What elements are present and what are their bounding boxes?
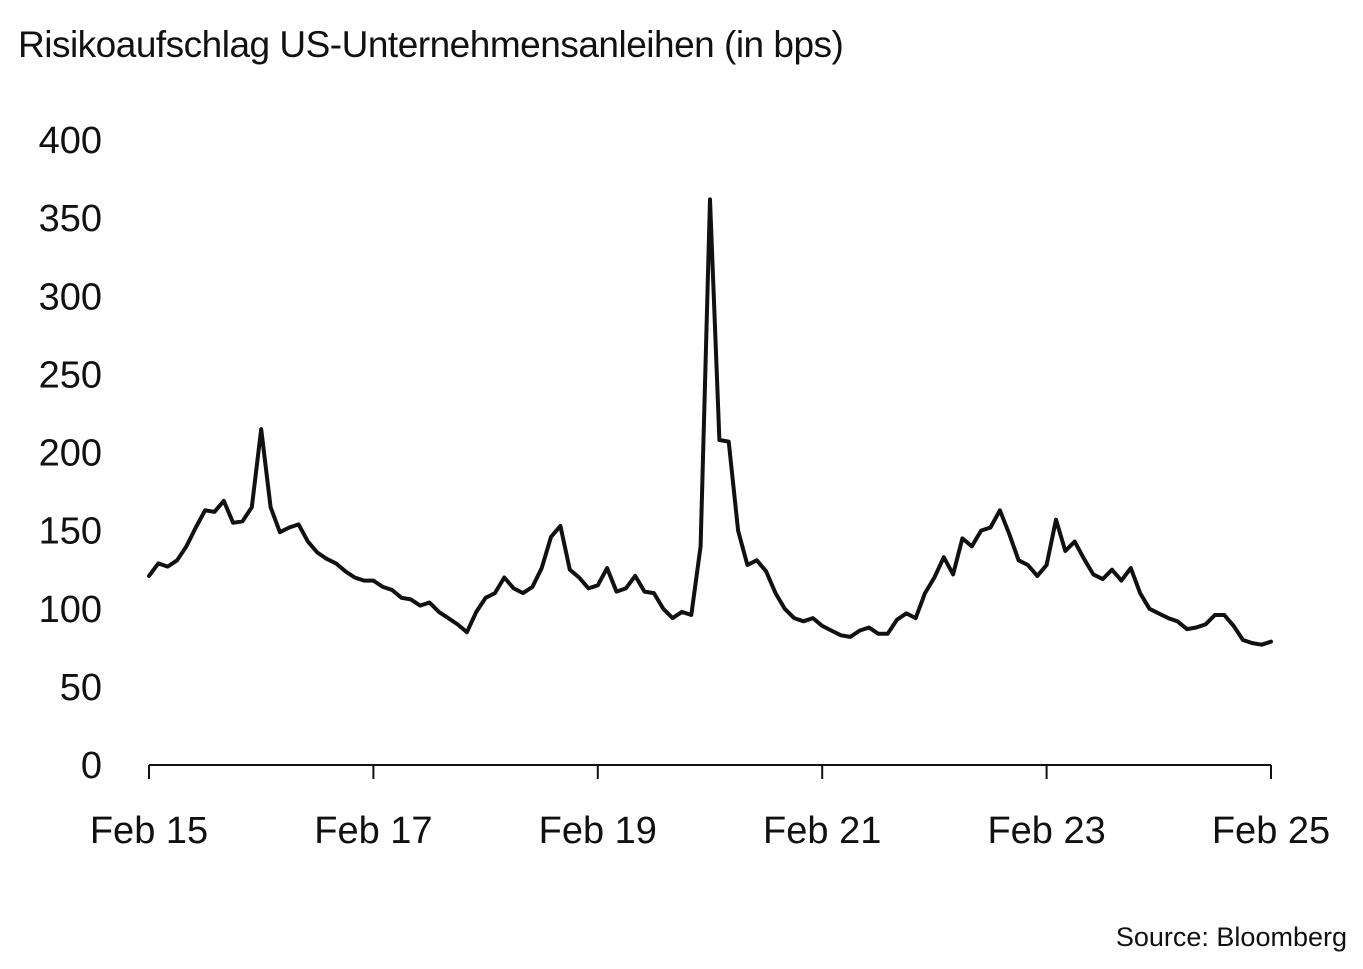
x-axis (148, 764, 1272, 779)
y-tick-label: 50 (60, 667, 102, 709)
chart-title: Risikoaufschlag US-Unternehmensanleihen … (18, 24, 844, 65)
y-tick-label: 100 (39, 589, 102, 631)
x-tick-label: Feb 15 (90, 810, 208, 852)
series-line (147, 197, 1273, 647)
y-tick-label: 150 (39, 511, 102, 553)
x-tick-label: Feb 25 (1212, 810, 1330, 852)
x-tick-label: Feb 19 (539, 810, 657, 852)
y-tick-label: 250 (39, 354, 102, 396)
y-tick-label: 300 (39, 276, 102, 318)
y-tick-label: 350 (39, 198, 102, 240)
y-axis-tick-labels: 0 50 100 150 200 250 300 350 400 (39, 120, 102, 787)
x-tick-label: Feb 23 (987, 810, 1105, 852)
y-tick-label: 400 (39, 120, 102, 162)
x-tick-label: Feb 21 (763, 810, 881, 852)
x-tick-label: Feb 17 (314, 810, 432, 852)
chart-source: Source: Bloomberg (1115, 922, 1347, 952)
y-tick-label: 200 (39, 433, 102, 475)
y-tick-label: 0 (81, 745, 102, 787)
x-axis-tick-labels: Feb 15 Feb 17 Feb 19 Feb 21 Feb 23 Feb 25 (90, 810, 1330, 852)
